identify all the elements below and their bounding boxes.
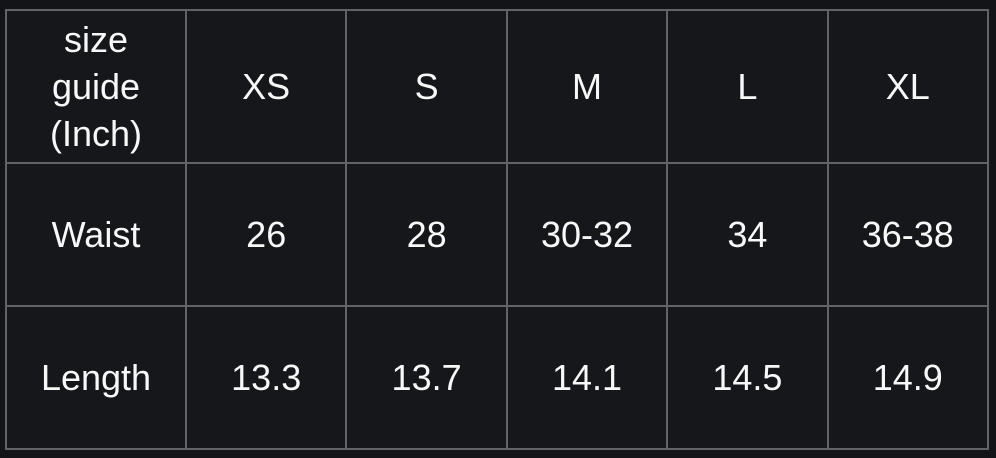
- length-value-s: 13.7: [345, 305, 508, 450]
- row-label-waist: Waist: [5, 162, 187, 307]
- column-header-s: S: [345, 9, 508, 164]
- length-value-xs: 13.3: [184, 305, 348, 450]
- length-value-m: 14.1: [505, 305, 669, 450]
- waist-row: Waist 26 28 30-32 34 36-38: [5, 162, 990, 307]
- column-header-xs: XS: [184, 9, 348, 164]
- size-guide-table: size guide (Inch) XS S M L XL Waist 26 2…: [5, 9, 990, 450]
- length-value-xl: 14.9: [826, 305, 990, 450]
- size-guide-table-container: size guide (Inch) XS S M L XL Waist 26 2…: [5, 9, 990, 450]
- row-label-length: Length: [5, 305, 187, 450]
- table-title-cell: size guide (Inch): [5, 9, 187, 164]
- waist-value-m: 30-32: [505, 162, 669, 307]
- column-header-m: M: [505, 9, 669, 164]
- waist-value-xl: 36-38: [826, 162, 990, 307]
- column-header-l: L: [666, 9, 829, 164]
- header-row: size guide (Inch) XS S M L XL: [5, 9, 990, 164]
- waist-value-l: 34: [666, 162, 829, 307]
- waist-value-s: 28: [345, 162, 508, 307]
- length-value-l: 14.5: [666, 305, 829, 450]
- waist-value-xs: 26: [184, 162, 348, 307]
- length-row: Length 13.3 13.7 14.1 14.5 14.9: [5, 305, 990, 450]
- column-header-xl: XL: [826, 9, 990, 164]
